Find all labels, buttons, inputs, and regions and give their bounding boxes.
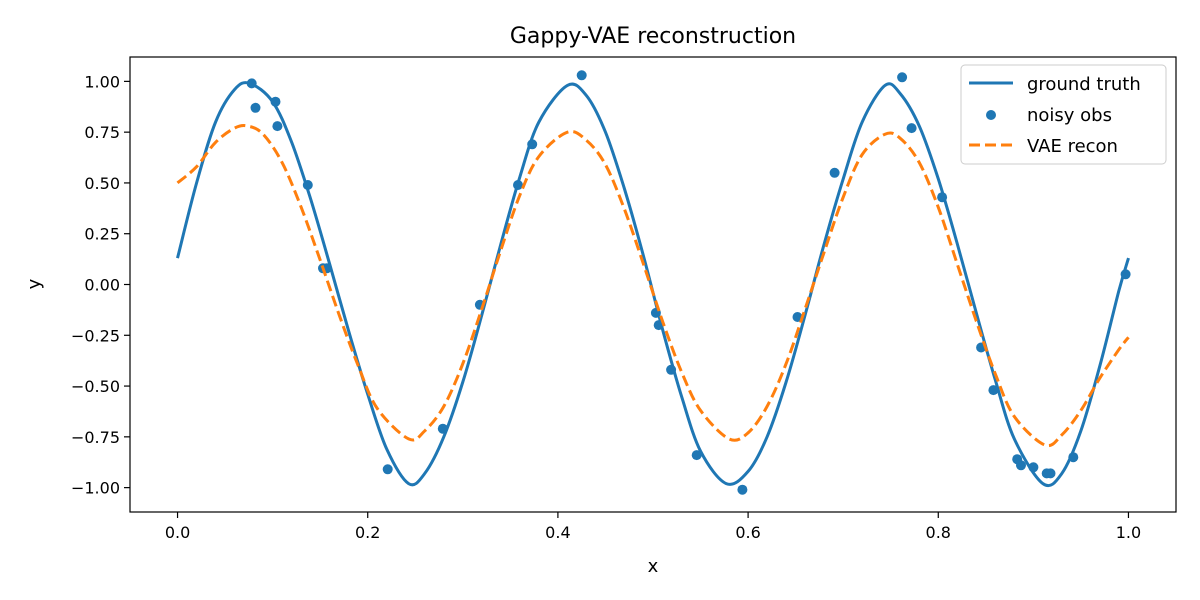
data-point-noisy-obs (653, 320, 664, 331)
data-point-noisy-obs (737, 484, 748, 495)
data-point-noisy-obs (513, 180, 523, 190)
data-point-noisy-obs (1120, 269, 1131, 280)
y-axis-label: y (24, 278, 45, 289)
data-point-noisy-obs (1045, 468, 1056, 479)
y-tick-label: 0.25 (84, 225, 120, 244)
y-tick-label: 0.50 (84, 174, 120, 193)
x-tick-label: 0.6 (735, 523, 760, 542)
data-point-noisy-obs (988, 385, 999, 396)
data-point-noisy-obs (937, 192, 948, 203)
chart-title: Gappy-VAE reconstruction (510, 24, 796, 49)
data-point-noisy-obs (666, 364, 677, 375)
legend: ground truth noisy obs VAE recon (960, 64, 1167, 165)
data-point-noisy-obs (1028, 462, 1039, 473)
legend-frame (960, 64, 1167, 165)
legend-label-noisy-obs: noisy obs (1027, 105, 1112, 126)
y-tick-label: 0.75 (84, 123, 120, 142)
data-point-noisy-obs (1016, 460, 1026, 471)
y-tick-label: −0.25 (71, 326, 120, 345)
data-point-noisy-obs (1068, 452, 1079, 463)
y-tick-label: 1.00 (84, 72, 120, 91)
legend-swatch-noisy-obs (986, 110, 996, 120)
data-layer (176, 70, 1131, 495)
data-point-noisy-obs (250, 102, 261, 113)
x-tick-label: 1.0 (1116, 523, 1141, 542)
x-tick-label: 0.0 (165, 523, 190, 542)
y-tick-label: −0.50 (71, 377, 120, 396)
y-tick-label: −1.00 (71, 479, 120, 498)
series-line-vae-recon (176, 124, 1130, 448)
data-point-noisy-obs (691, 450, 702, 461)
data-point-noisy-obs (437, 423, 448, 434)
data-point-noisy-obs (302, 180, 313, 190)
data-point-noisy-obs (576, 70, 587, 81)
legend-label-vae-recon: VAE recon (1027, 136, 1118, 157)
data-point-noisy-obs (382, 464, 393, 475)
series-line-ground-truth (176, 81, 1130, 488)
data-point-noisy-obs (272, 121, 283, 132)
data-point-noisy-obs (270, 96, 281, 107)
x-tick-label: 0.4 (545, 523, 570, 542)
data-point-noisy-obs (906, 123, 917, 134)
x-axis-label: x (648, 556, 659, 577)
y-tick-label: 0.00 (84, 276, 120, 295)
y-axis-ticks: −1.00 −0.75 −0.50 −0.25 0.00 0.25 0.50 0.75 1.00 (71, 72, 130, 498)
data-point-noisy-obs (246, 78, 257, 89)
data-point-noisy-obs (527, 139, 538, 150)
legend-label-ground-truth: ground truth (1027, 74, 1141, 95)
x-axis-ticks: 0.0 0.2 0.4 0.6 0.8 1.0 (165, 512, 1141, 542)
y-tick-label: −0.75 (71, 428, 120, 447)
x-tick-label: 0.8 (926, 523, 951, 542)
data-point-noisy-obs (829, 167, 840, 178)
x-tick-label: 0.2 (355, 523, 380, 542)
data-point-noisy-obs (897, 72, 908, 83)
plot-frame (129, 56, 1177, 513)
